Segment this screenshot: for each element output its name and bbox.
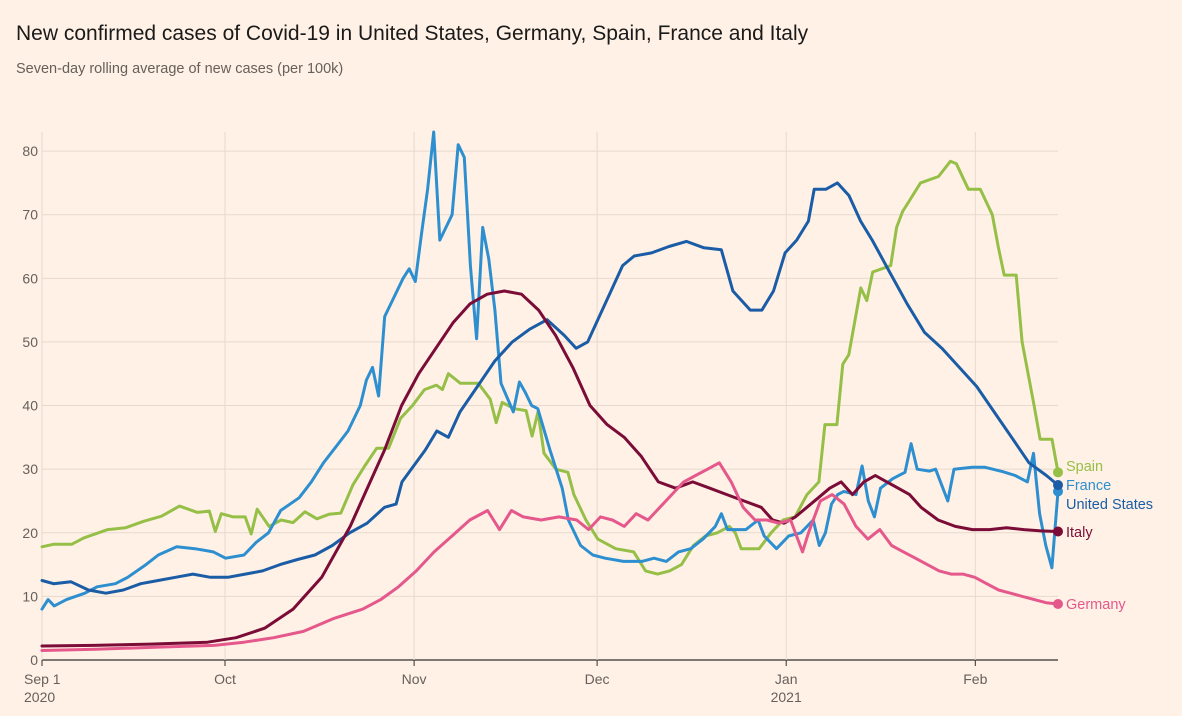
series-line-italy [40, 289, 1060, 648]
series-endpoint-germany [1053, 599, 1063, 610]
y-axis: 0 10 20 30 40 50 60 70 80 [22, 143, 38, 668]
y-tick-label: 20 [22, 525, 38, 541]
y-tick-label: 10 [22, 588, 38, 604]
x-tick-sublabel: 2020 [24, 689, 55, 705]
x-tick-label: Nov [402, 671, 427, 687]
chart-subtitle: Seven-day rolling average of new cases (… [16, 61, 344, 77]
x-tick-sublabel: 2021 [771, 689, 802, 705]
y-tick-label: 60 [22, 270, 38, 286]
series-label-italy: Italy [1066, 525, 1093, 541]
x-tick-label: Oct [214, 671, 236, 687]
series-line-germany [40, 461, 1060, 652]
x-tick-label: Jan [775, 671, 798, 687]
series-line-spain [40, 159, 1060, 576]
series-line-france [40, 130, 1060, 611]
y-tick-label: 80 [22, 143, 38, 159]
series-label-france: France [1066, 478, 1111, 494]
series-label-germany: Germany [1066, 597, 1126, 613]
series-labels: Spain France United States Italy Germany [1066, 459, 1153, 613]
x-axis: Sep 1 2020 Oct Nov Dec Jan 2021 Feb [24, 660, 988, 705]
y-tick-label: 70 [22, 207, 38, 223]
series-label-spain: Spain [1066, 459, 1103, 475]
series-endpoint-united-states [1053, 480, 1063, 491]
x-tick-label: Dec [585, 671, 610, 687]
series-lines [40, 130, 1063, 652]
x-tick-label: Sep 1 [24, 671, 61, 687]
grid-lines [41, 132, 1058, 661]
y-tick-label: 30 [22, 461, 38, 477]
y-tick-label: 40 [22, 398, 38, 414]
series-label-united-states: United States [1066, 497, 1153, 513]
chart-title: New confirmed cases of Covid-19 in Unite… [16, 22, 809, 45]
series-line-united-states [40, 181, 1060, 595]
series-endpoint-spain [1053, 467, 1063, 478]
y-tick-label: 0 [30, 652, 38, 668]
x-tick-label: Feb [963, 671, 987, 687]
y-tick-label: 50 [22, 334, 38, 350]
series-endpoint-italy [1053, 526, 1063, 537]
